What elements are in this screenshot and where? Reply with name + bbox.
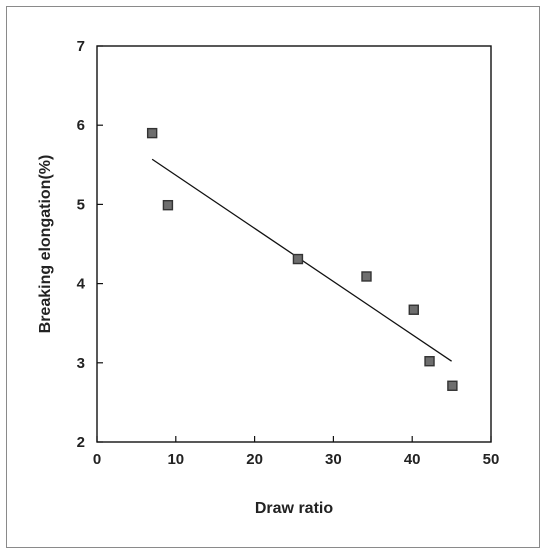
y-tick-label: 5: [77, 196, 85, 213]
y-tick-label: 2: [77, 434, 85, 451]
data-point: [408, 304, 419, 315]
y-tick-label: 7: [77, 38, 85, 55]
tick-labels: 0 10 20 30 40 50 2 3 4 5 6 7: [77, 38, 500, 468]
x-tick-label: 0: [93, 451, 101, 468]
y-tick-label: 3: [77, 355, 85, 372]
x-tick-label: 20: [246, 451, 263, 468]
x-tick-label: 30: [325, 451, 342, 468]
ticks: [96, 45, 492, 443]
x-axis-title: Draw ratio: [255, 500, 333, 517]
data-points: [146, 127, 458, 391]
x-tick-label: 50: [483, 451, 500, 468]
y-tick-label: 4: [77, 276, 86, 293]
y-tick-label: 6: [77, 117, 85, 134]
data-point: [162, 199, 174, 211]
x-tick-label: 10: [167, 451, 184, 468]
data-point: [447, 380, 458, 391]
data-point: [292, 253, 304, 265]
data-point: [146, 127, 158, 139]
plot-border: [96, 45, 492, 443]
data-point: [361, 271, 372, 282]
chart-frame: [6, 6, 540, 548]
data-point: [424, 356, 435, 367]
y-axis-title: Breaking elongation(%): [37, 155, 54, 334]
axes: [96, 45, 492, 443]
x-tick-label: 40: [404, 451, 421, 468]
